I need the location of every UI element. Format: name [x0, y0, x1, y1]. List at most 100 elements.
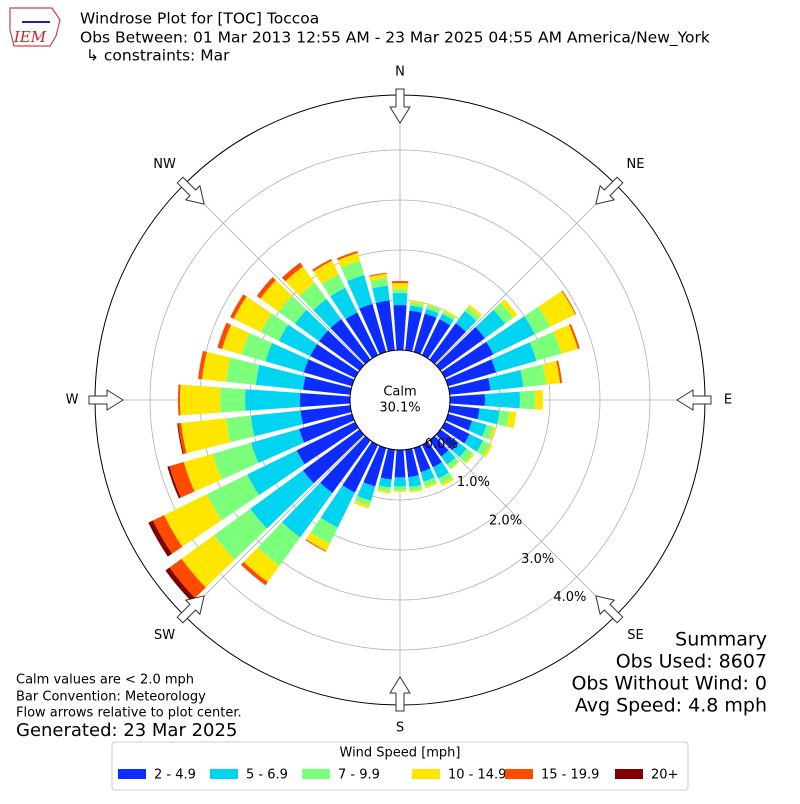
- bar-segment: [529, 331, 562, 361]
- bar-segment: [377, 489, 391, 494]
- bar-segment: [355, 495, 372, 506]
- bar-segment: [265, 343, 309, 373]
- compass-arrow: [88, 389, 124, 411]
- calm-value: 30.1%: [379, 401, 420, 416]
- bar-segment: [357, 482, 376, 501]
- bar-segment: [421, 319, 451, 359]
- compass-label: N: [395, 65, 405, 80]
- legend-swatch: [615, 769, 643, 779]
- bar-segment: [443, 309, 457, 318]
- bar-segment: [380, 448, 395, 480]
- bar-segment: [377, 485, 391, 492]
- bar-segment: [247, 450, 305, 496]
- bar-segment: [310, 517, 338, 544]
- bar-segment: [178, 384, 181, 416]
- bar-segment: [569, 323, 580, 350]
- bar-segment: [299, 413, 355, 443]
- bar-segment: [345, 312, 379, 359]
- bar-segment: [449, 394, 485, 406]
- legend: 2 - 4.9 5 - 6.9 7 - 9.9 10 - 14.9 15 - 19.9 2…: [118, 768, 678, 783]
- bar-segment: [447, 457, 460, 469]
- bar-segment: [432, 462, 449, 479]
- bar-segment: [413, 445, 431, 473]
- summary-title: Summary: [675, 629, 767, 651]
- grid-spoke: [435, 184, 616, 365]
- r-tick-label: 1.0%: [457, 475, 490, 490]
- bar-segment: [493, 302, 514, 324]
- bar-segment: [372, 285, 390, 303]
- bar-segment: [476, 440, 490, 456]
- bar-segment: [299, 393, 351, 407]
- bar-segment: [257, 522, 301, 566]
- bar-segment: [500, 299, 518, 318]
- bar-segment: [240, 561, 268, 586]
- bar-segment: [375, 300, 395, 352]
- bar-segment: [342, 441, 379, 493]
- bar-segment: [180, 384, 221, 416]
- bar-segment: [426, 304, 441, 314]
- summary-line: Obs Without Wind: 0: [571, 673, 767, 695]
- bar-segment: [393, 486, 407, 491]
- bar-segment: [553, 324, 578, 354]
- compass-label: S: [396, 721, 404, 736]
- grid-spoke: [184, 184, 365, 365]
- bar-segment: [225, 415, 255, 443]
- bar-segment: [410, 300, 425, 305]
- r-tick-label: 2.0%: [489, 514, 522, 529]
- bar-segment: [477, 408, 500, 425]
- bar-segment: [441, 341, 494, 379]
- bar-segment: [202, 351, 231, 382]
- bar-segment: [556, 360, 563, 384]
- bar-segment: [534, 390, 543, 410]
- bar-segment: [313, 260, 339, 284]
- bar-segment: [455, 311, 477, 332]
- bar-segment: [281, 262, 304, 282]
- bar-segment: [561, 290, 577, 315]
- legend-label: 7 - 9.9: [338, 768, 380, 783]
- generated: Generated: 23 Mar 2025: [16, 720, 237, 741]
- bar-segment: [392, 293, 408, 306]
- bar-segment: [441, 450, 456, 465]
- logo: IEM: [9, 7, 61, 47]
- bar-segment: [347, 275, 373, 309]
- legend-swatch: [118, 769, 146, 779]
- bar-segment: [148, 520, 173, 557]
- compass-label: NW: [153, 157, 176, 172]
- bar-segment: [488, 370, 524, 391]
- bar-segment: [212, 442, 259, 480]
- r-tick-label: 3.0%: [521, 552, 554, 567]
- bar-segment: [302, 429, 365, 484]
- bar-segment: [409, 305, 423, 313]
- bar-segment: [448, 377, 491, 395]
- bar-segment: [439, 313, 454, 326]
- bar-segment: [319, 330, 365, 371]
- bar-segment: [299, 282, 327, 311]
- bar-segment: [313, 298, 342, 329]
- bar-segment: [489, 426, 497, 441]
- bar-segment: [312, 258, 333, 272]
- title: Windrose Plot for [TOC] Toccoa: [80, 10, 319, 28]
- arrow: [389, 676, 411, 712]
- bar-segment: [424, 482, 438, 489]
- bar-segment: [230, 294, 247, 319]
- legend-label: 20+: [651, 768, 678, 783]
- bar-segment: [413, 313, 437, 355]
- bar-segment: [391, 281, 409, 284]
- bar-segment: [217, 322, 231, 350]
- bar-segment: [393, 477, 407, 487]
- arrow: [389, 88, 411, 124]
- compass-label: E: [724, 393, 732, 408]
- bar-segment: [305, 539, 327, 552]
- bar-segment: [468, 420, 487, 437]
- bar-segment: [378, 477, 392, 488]
- bar-segment: [167, 466, 181, 499]
- bar-segment: [330, 287, 358, 320]
- bar-segment: [520, 364, 547, 388]
- bar-segment: [538, 290, 576, 327]
- bar-segment: [169, 558, 206, 598]
- bar-segment: [300, 405, 352, 425]
- legend-label: 10 - 14.9: [448, 768, 506, 783]
- bar-segment: [213, 508, 267, 560]
- bar-segment: [198, 350, 207, 380]
